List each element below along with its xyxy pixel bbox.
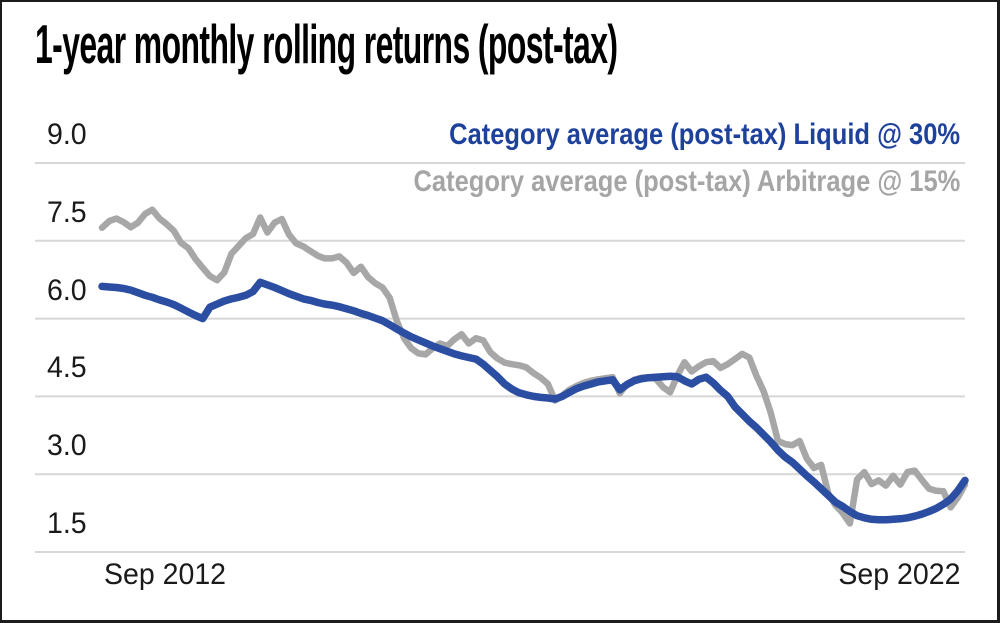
legend-liquid: Category average (post-tax) Liquid @ 30%	[449, 118, 960, 151]
y-tick-7_5: 7.5	[47, 196, 87, 229]
y-tick-1_5: 1.5	[47, 507, 87, 540]
gridlines	[35, 162, 965, 553]
x-tick-end: Sep 2022	[837, 558, 960, 591]
y-tick-4_5: 4.5	[47, 351, 87, 384]
legend-arbitrage: Category average (post-tax) Arbitrage @ …	[413, 165, 960, 198]
y-tick-9_0: 9.0	[47, 118, 87, 151]
chart-title: 1-year monthly rolling returns (post-tax…	[35, 13, 618, 75]
y-tick-3_0: 3.0	[47, 429, 87, 462]
y-tick-6_0: 6.0	[47, 274, 87, 307]
liquid-series-line	[98, 278, 969, 524]
x-tick-start: Sep 2012	[104, 558, 227, 591]
arbitrage-series-line	[98, 206, 969, 527]
